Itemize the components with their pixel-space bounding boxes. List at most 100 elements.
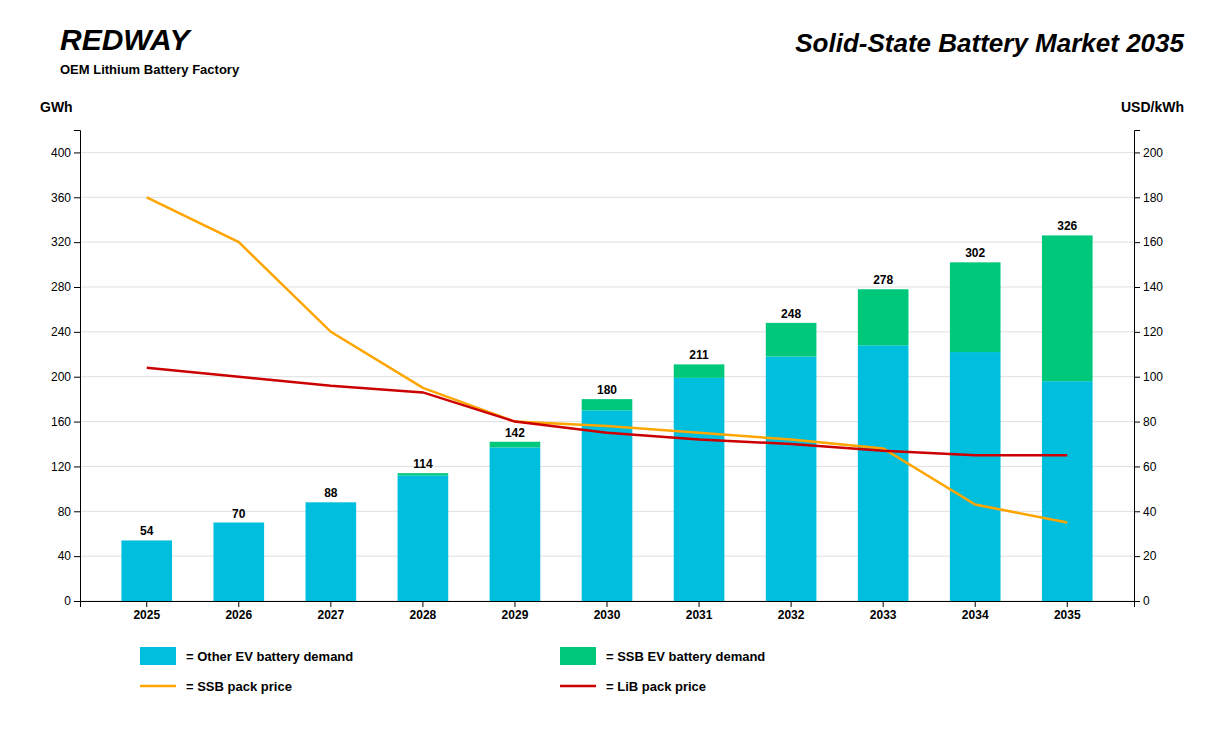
legend-item: = SSB pack price (140, 679, 292, 694)
tick-label: 320 (51, 235, 71, 249)
tick-mark (238, 601, 239, 607)
tick-mark (1134, 377, 1140, 378)
bar (1042, 381, 1093, 601)
tick-mark (330, 601, 331, 607)
bar (858, 289, 909, 345)
tick: 2033 (870, 601, 897, 622)
tick: 2031 (686, 601, 713, 622)
tick-label: 2030 (594, 608, 621, 622)
tick-label: 400 (51, 146, 71, 160)
tick: 40 (1134, 505, 1157, 519)
axis-line (81, 602, 1135, 608)
tick-label: 2027 (317, 608, 344, 622)
tick: 160 (1134, 235, 1163, 249)
tick-mark (1134, 511, 1140, 512)
legend-label: = Other EV battery demand (186, 649, 353, 664)
y-axis-title: GWh (40, 99, 73, 115)
tick: 120 (51, 460, 80, 474)
tick-mark (74, 197, 80, 198)
tick-label: 2029 (502, 608, 529, 622)
tick-mark (1134, 242, 1140, 243)
tick-label: 100 (1143, 370, 1163, 384)
bar (766, 357, 817, 601)
tick-mark (1134, 466, 1140, 467)
tick-label: 2033 (870, 608, 897, 622)
tick-mark (74, 511, 80, 512)
total-label: 114 (413, 457, 433, 471)
tick: 2025 (133, 601, 160, 622)
bar (674, 378, 725, 601)
axis-line (74, 131, 81, 602)
subtitle-text: OEM Lithium Battery Factory (60, 62, 240, 77)
tick-label: 160 (51, 415, 71, 429)
bar (766, 323, 817, 357)
tick-mark (791, 601, 792, 607)
legend-label: = LiB pack price (606, 679, 706, 694)
total-labels: 547088114142180211248278302326 (140, 219, 1078, 538)
tick: 20 (1134, 549, 1157, 563)
tick-label: 60 (1143, 460, 1157, 474)
tick: 2027 (317, 601, 344, 622)
title: Solid-State Battery Market 2035 (795, 28, 1184, 58)
legend-label: = SSB EV battery demand (606, 649, 765, 664)
tick-mark (1134, 197, 1140, 198)
bar (950, 352, 1001, 601)
tick: 2034 (962, 601, 989, 622)
total-label: 180 (597, 383, 617, 397)
tick-label: 120 (51, 460, 71, 474)
tick-mark (74, 556, 80, 557)
total-label: 54 (140, 524, 154, 538)
bar (213, 522, 264, 523)
tick-label: 360 (51, 191, 71, 205)
tick-mark (1134, 422, 1140, 423)
bar (490, 442, 541, 448)
legend-swatch (560, 647, 596, 665)
tick-label: 240 (51, 325, 71, 339)
total-label: 326 (1057, 219, 1077, 233)
tick: 0 (64, 594, 80, 608)
tick-mark (1067, 601, 1068, 607)
legend-label: = SSB pack price (186, 679, 292, 694)
tick: 360 (51, 191, 80, 205)
tick: 160 (51, 415, 80, 429)
bar (858, 345, 909, 601)
tick-label: 2035 (1054, 608, 1081, 622)
tick-mark (1134, 152, 1140, 153)
tick-label: 2028 (410, 608, 437, 622)
tick: 200 (51, 370, 80, 384)
bar (213, 523, 264, 602)
legend-swatch (140, 647, 176, 665)
tick: 2030 (594, 601, 621, 622)
tick: 80 (1134, 415, 1157, 429)
tick-label: 280 (51, 280, 71, 294)
grid-line (80, 197, 1134, 198)
tick: 320 (51, 235, 80, 249)
axis: 020406080100120140160180200 (1134, 131, 1163, 609)
tick-mark (1134, 287, 1140, 288)
tick: 2035 (1054, 601, 1081, 622)
total-label: 142 (505, 426, 525, 440)
tick-mark (74, 152, 80, 153)
tick-mark (74, 377, 80, 378)
total-label: 302 (965, 246, 985, 260)
tick-label: 2025 (133, 608, 160, 622)
tick: 180 (1134, 191, 1163, 205)
tick-mark (975, 601, 976, 607)
tick-mark (74, 422, 80, 423)
bar (306, 502, 357, 601)
tick-label: 80 (58, 505, 72, 519)
grid-line (80, 152, 1134, 153)
axis: 04080120160200240280320360400 (51, 131, 81, 609)
tick-label: 0 (64, 594, 71, 608)
tick-mark (699, 601, 700, 607)
tick: 100 (1134, 370, 1163, 384)
bar (398, 473, 449, 475)
tick-mark (1134, 556, 1140, 557)
grid (80, 152, 1134, 601)
tick-label: 2031 (686, 608, 713, 622)
legend-swatch (560, 685, 596, 688)
tick: 80 (58, 505, 80, 519)
legend-item: = Other EV battery demand (140, 647, 353, 665)
line (147, 197, 1068, 522)
tick-label: 2026 (225, 608, 252, 622)
